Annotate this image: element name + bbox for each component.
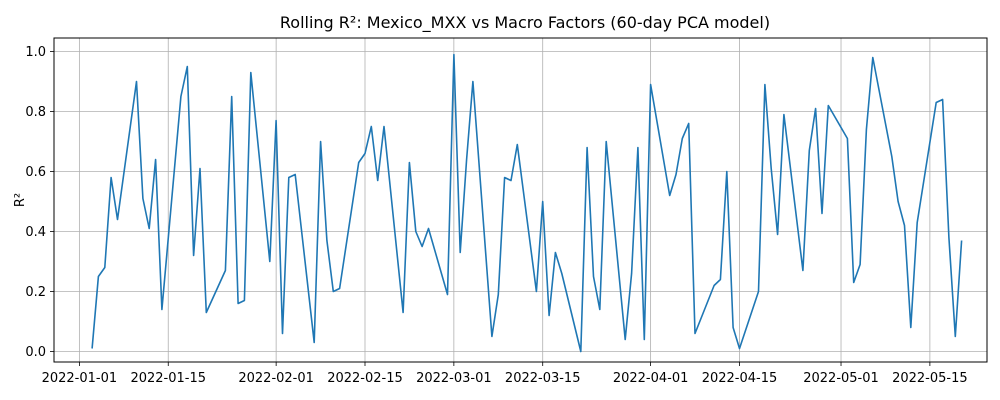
x-tick-label: 2022-02-01 xyxy=(238,371,314,386)
x-tick-label: 2022-02-15 xyxy=(327,371,403,386)
chart-title: Rolling R²: Mexico_MXX vs Macro Factors … xyxy=(280,13,770,33)
y-tick-label: 0.8 xyxy=(25,105,46,120)
x-tick-label: 2022-01-15 xyxy=(130,371,206,386)
x-tick-label: 2022-04-01 xyxy=(613,371,689,386)
x-tick-label: 2022-03-01 xyxy=(416,371,492,386)
x-tick-label: 2022-05-15 xyxy=(892,371,968,386)
x-tick-label: 2022-03-15 xyxy=(505,371,581,386)
plot-frame xyxy=(53,37,988,363)
y-axis-label: R² xyxy=(13,193,28,207)
x-tick-label: 2022-01-01 xyxy=(42,371,118,386)
series-line xyxy=(91,53,963,353)
y-tick-label: 1.0 xyxy=(25,45,46,60)
grid-layer xyxy=(54,38,987,362)
y-tick-label: 0.4 xyxy=(25,225,46,240)
x-axis: 2022-01-01 2022-01-15 2022-02-01 2022-02-15… xyxy=(42,362,968,386)
y-tick-label: 0.2 xyxy=(25,285,46,300)
y-tick-label: 0.0 xyxy=(25,345,46,360)
y-tick-label: 0.6 xyxy=(25,165,46,180)
series-layer xyxy=(91,53,963,353)
x-tick-label: 2022-05-01 xyxy=(803,371,879,386)
y-axis: 0.0 0.2 0.4 0.6 0.8 1.0 xyxy=(25,45,54,360)
x-tick-label: 2022-04-15 xyxy=(702,371,778,386)
